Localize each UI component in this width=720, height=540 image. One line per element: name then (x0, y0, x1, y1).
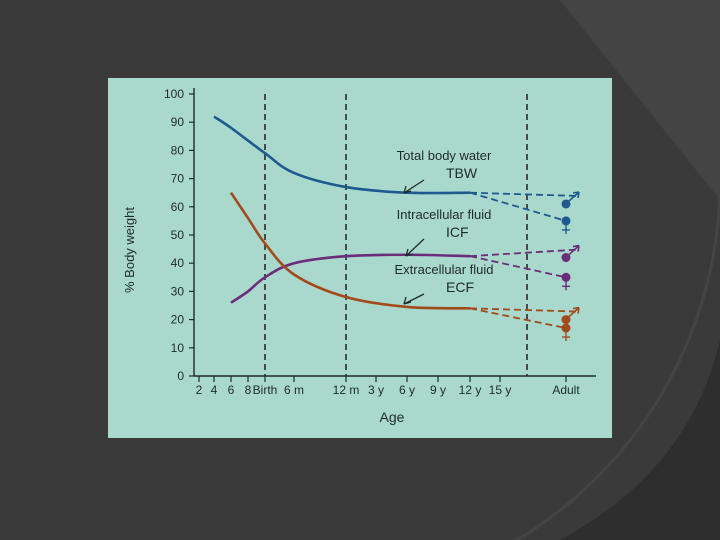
x-tick-label: 6 m (284, 383, 304, 397)
x-tick-label: 8 (245, 383, 252, 397)
x-tick-label: 6 y (399, 383, 415, 397)
annotation-name: Total body water (397, 148, 492, 163)
y-tick-label: 100 (164, 87, 184, 101)
annotation-name: Extracellular fluid (395, 262, 494, 277)
chart-panel: 0 10 20 30 40 50 60 70 80 90 100 2 4 6 8 Birth 6 m 12 m 3 … (108, 78, 612, 438)
male-symbol-icon (568, 244, 580, 256)
male-symbol-icon (568, 306, 580, 318)
annotations: Total body water TBW Intracellular fluid IC… (395, 148, 494, 305)
annotation-arrow-icon (405, 238, 425, 257)
x-tick-label: 2 (196, 383, 203, 397)
annotation-abbr: TBW (446, 165, 478, 181)
y-tick-label: 20 (171, 313, 185, 327)
y-axis-label: % Body weight (122, 207, 137, 293)
adult-male-point (561, 315, 571, 325)
x-tick-label: 12 y (459, 383, 482, 397)
adult-female-point (561, 323, 571, 333)
female-symbol-icon (562, 224, 570, 234)
annotation-arrow-icon (403, 293, 425, 305)
annotation-tbw: Total body water TBW (397, 148, 492, 194)
female-symbol-icon (562, 281, 570, 291)
x-tick-label: 15 y (489, 383, 512, 397)
y-tick-label: 80 (171, 143, 185, 157)
y-tick-label: 0 (177, 369, 184, 383)
x-tick-label: 6 (228, 383, 235, 397)
y-tick-label: 60 (171, 200, 185, 214)
adult-trend-female (469, 307, 567, 329)
x-tick-label: Birth (253, 383, 278, 397)
y-tick-label: 50 (171, 228, 185, 242)
background-swoosh-top (560, 0, 720, 200)
annotation-abbr: ECF (446, 279, 474, 295)
adult-trend-male (469, 307, 579, 313)
x-tick-label: 3 y (368, 383, 384, 397)
y-tick-label: 30 (171, 284, 185, 298)
series-line (229, 191, 471, 310)
x-tick-label: Adult (552, 383, 580, 397)
annotation-abbr: ICF (446, 224, 469, 240)
body-water-chart: 0 10 20 30 40 50 60 70 80 90 100 2 4 6 8 Birth 6 m 12 m 3 … (122, 87, 596, 425)
divider-lines (264, 94, 528, 376)
x-axis-label: Age (380, 409, 405, 425)
adult-male-point (561, 199, 571, 209)
background-swoosh-bottom (560, 340, 720, 540)
y-tick-label: 70 (171, 172, 185, 186)
series-ecf (229, 191, 580, 342)
annotation-icf: Intracellular fluid ICF (397, 207, 492, 257)
x-tick-label: 12 m (333, 383, 360, 397)
axes: 0 10 20 30 40 50 60 70 80 90 100 2 4 6 8 Birth 6 m 12 m 3 … (164, 87, 596, 397)
y-tick-label: 40 (171, 256, 185, 270)
adult-trend-female (469, 191, 567, 222)
adult-male-point (561, 253, 571, 263)
annotation-arrow-icon (403, 179, 425, 194)
y-tick-label: 10 (171, 341, 185, 355)
female-symbol-icon (562, 332, 570, 342)
adult-trend-male (469, 191, 579, 197)
annotation-name: Intracellular fluid (397, 207, 492, 222)
adult-female-point (561, 216, 571, 226)
male-symbol-icon (568, 191, 580, 202)
annotation-ecf: Extracellular fluid ECF (395, 262, 494, 305)
adult-trend-male (469, 248, 579, 258)
y-tick-label: 90 (171, 115, 185, 129)
adult-trend-female (469, 255, 567, 279)
x-tick-label: 4 (211, 383, 218, 397)
adult-female-point (561, 272, 571, 282)
x-tick-label: 9 y (430, 383, 446, 397)
background-arc (514, 180, 720, 540)
